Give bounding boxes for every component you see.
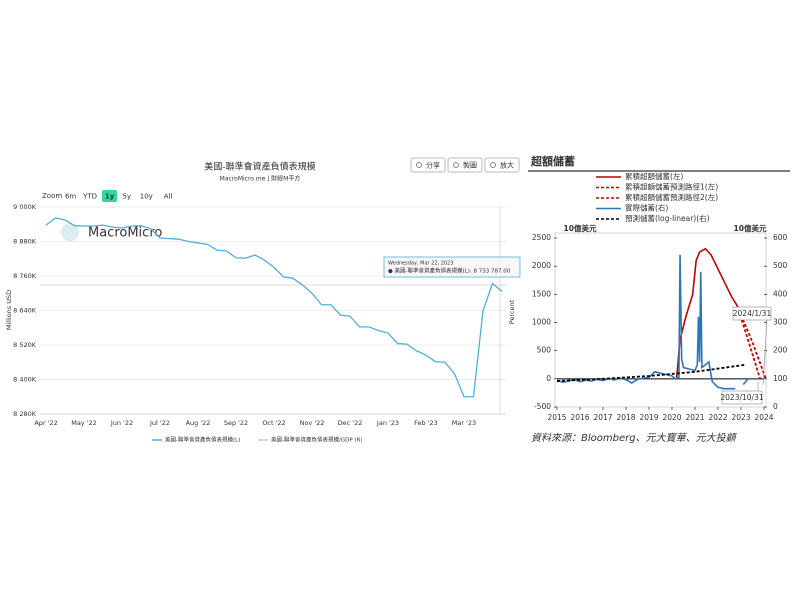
watermark: MacroMicro <box>88 226 162 241</box>
legend-label: 實際儲蓄(右) <box>625 203 668 213</box>
y-tick-label: 8 280K <box>13 410 37 418</box>
button[interactable]: 分享 <box>426 161 440 170</box>
legend-label: 累積超額儲蓄預測路徑2(左) <box>625 192 718 202</box>
button-frame[interactable] <box>484 157 520 173</box>
data-line <box>45 217 503 398</box>
chart-subtitle: MacroMicro.me | 財經M平方 <box>220 175 301 183</box>
x-tick-label: 2020 <box>662 413 681 422</box>
watermark-logo <box>61 223 79 241</box>
y-tick-label: 8 400K <box>13 376 37 384</box>
legend-label[interactable]: 美國-聯準會資產負債表規模/GDP (R) <box>271 436 363 444</box>
y2-tick-label: 300 <box>773 318 788 327</box>
annotation: 2023/10/31 <box>720 393 763 402</box>
x-tick-label: Jan '23 <box>376 419 399 427</box>
x-tick-label: 2022 <box>708 413 727 422</box>
chart-title: 美國-聯準會資產負債表規模 <box>204 161 315 173</box>
x-tick-label: 2017 <box>593 413 612 422</box>
y-tick-label: 8 520K <box>13 341 37 349</box>
annotation-box <box>732 306 772 321</box>
y-axis-label: Millions USD <box>5 290 13 330</box>
y2-tick-label: 500 <box>773 261 788 270</box>
zoom-option[interactable]: YTD <box>82 193 97 201</box>
y-tick-label: 9 000K <box>13 203 37 211</box>
x-tick-label: 2018 <box>616 413 635 422</box>
zoom-selected[interactable] <box>102 190 118 202</box>
x-tick-label: 2024 <box>754 413 773 422</box>
x-tick-label: 2015 <box>547 413 566 422</box>
y-tick-label: -500 <box>534 402 551 411</box>
x-tick-label: Oct '22 <box>262 419 285 427</box>
zoom-option[interactable]: 10y <box>140 193 153 201</box>
data-line <box>675 247 738 379</box>
button[interactable]: 放大 <box>500 161 514 170</box>
button-frame[interactable] <box>447 157 483 173</box>
zoom-option[interactable]: 1y <box>105 193 115 201</box>
x-tick-label: 2023 <box>731 413 750 422</box>
tooltip-title: Wednesday, Mar 22, 2023 <box>388 261 453 267</box>
y-tick-label: 8 640K <box>13 307 37 315</box>
y-tick-label: 1500 <box>532 289 551 298</box>
x-tick-label: Dec '22 <box>338 419 363 427</box>
x-tick-label: Aug '22 <box>186 419 211 427</box>
x-tick-label: May '22 <box>71 419 97 427</box>
y-tick-label: 2000 <box>532 261 551 270</box>
x-tick-label: Nov '22 <box>300 419 325 427</box>
annotation: 2024/1/31 <box>733 309 772 318</box>
data-line <box>556 254 749 390</box>
annotation-box <box>721 390 763 405</box>
y2-tick-label: 200 <box>773 346 788 355</box>
data-line <box>736 305 767 380</box>
legend-label: 預測儲蓄(log-linear)(右) <box>625 213 710 223</box>
y2-tick-label: 0 <box>773 402 778 411</box>
tooltip-box <box>383 256 521 278</box>
y2-axis-label: 10億美元 <box>734 223 767 233</box>
x-tick-label: Jul '22 <box>149 419 170 427</box>
button-icon[interactable] <box>416 162 422 168</box>
annotation-pointer <box>762 319 768 386</box>
data-line <box>556 363 746 382</box>
y-axis-label: 10億美元 <box>564 223 597 233</box>
x-tick-label: 2016 <box>570 413 589 422</box>
y2-tick-label: 400 <box>773 289 788 298</box>
y-tick-label: 8 760K <box>13 272 37 280</box>
x-tick-label: Sep '22 <box>224 419 248 427</box>
button[interactable]: 製圖 <box>463 161 477 170</box>
y2-tick-label: 600 <box>773 233 788 242</box>
y-tick-label: 8 880K <box>13 238 37 246</box>
x-tick-label: Mar '23 <box>452 419 476 427</box>
source: 資料來源：Bloomberg、元大寶華、元大投顧 <box>531 432 738 444</box>
legend-label[interactable]: 美國-聯準會資產負債表規模(L) <box>165 436 240 444</box>
zoom-option[interactable]: All <box>164 193 173 201</box>
y-tick-label: 0 <box>546 374 551 383</box>
x-tick-label: Jun '22 <box>110 419 133 427</box>
x-tick-label: Feb '23 <box>414 419 438 427</box>
x-tick-label: Apr '22 <box>34 419 57 427</box>
tooltip-text: ● 美國-聯準會資產負債表規模(L): 8 733 787.00 <box>388 267 511 275</box>
zoom-option[interactable]: 6m <box>65 193 76 201</box>
y2-tick-label: 100 <box>773 374 788 383</box>
y-tick-label: 500 <box>537 346 552 355</box>
button-icon[interactable] <box>453 162 459 168</box>
y2-axis-label: Percent <box>508 299 516 324</box>
zoom-option[interactable]: 5y <box>122 193 131 201</box>
legend-label: 累積超額儲蓄預測路徑1(左) <box>625 182 718 192</box>
y-tick-label: 2500 <box>532 233 551 242</box>
zoom-label: Zoom <box>42 192 62 200</box>
x-tick-label: 2019 <box>639 413 658 422</box>
button-frame[interactable] <box>410 157 446 173</box>
chart-title: 超額儲蓄 <box>530 154 575 168</box>
x-tick-label: 2021 <box>685 413 704 422</box>
y-tick-label: 1000 <box>532 318 551 327</box>
legend-label: 累積超額儲蓄(左) <box>625 171 683 181</box>
button-icon[interactable] <box>490 162 496 168</box>
